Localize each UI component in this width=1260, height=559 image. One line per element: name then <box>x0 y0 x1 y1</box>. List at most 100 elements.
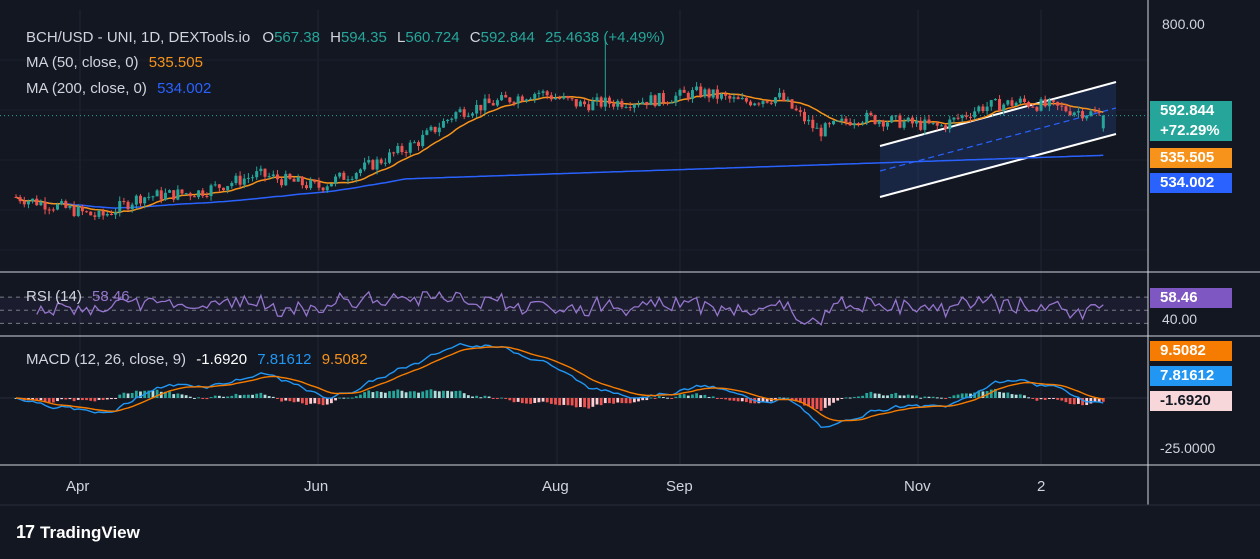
macd-histogram-bar <box>184 395 188 398</box>
candle-body <box>151 196 155 198</box>
ma50-value: 535.505 <box>148 54 203 71</box>
candle-body <box>358 169 362 174</box>
macd-histogram-bar <box>964 393 968 398</box>
candle-body <box>637 104 640 106</box>
macd-histogram-bar <box>691 394 694 398</box>
high-value: 594.35 <box>340 29 387 46</box>
macd-histogram-bar <box>666 397 669 399</box>
tradingview-brand[interactable]: 17 TradingView <box>16 522 140 543</box>
candle-body <box>454 112 458 119</box>
candle-body <box>595 97 599 102</box>
macd-histogram-bar <box>641 398 645 401</box>
macd-histogram-bar <box>1010 394 1014 398</box>
ma50-tag: 535.505 <box>1150 148 1232 168</box>
candle-body <box>329 183 333 187</box>
ma50-legend: MA (50, close, 0) 535.505 <box>26 54 203 72</box>
macd-histogram-bar <box>97 398 101 400</box>
macd-histogram-bar <box>574 398 578 408</box>
macd-histogram-bar <box>458 390 462 398</box>
candle-body <box>188 193 192 197</box>
candle-body <box>76 206 80 216</box>
candle-body <box>383 162 387 164</box>
macd-histogram-bar <box>479 397 483 399</box>
low-label: L <box>397 29 406 46</box>
macd-histogram-bar <box>354 396 358 398</box>
macd-histogram-bar <box>948 396 952 398</box>
macd-line-value: 7.81612 <box>257 351 312 368</box>
candle-body <box>495 100 499 106</box>
macd-histogram-bar <box>176 393 180 398</box>
candle-body <box>114 212 118 215</box>
candle-body <box>740 97 744 100</box>
macd-histogram-bar <box>413 391 416 398</box>
candle-body <box>22 201 26 205</box>
macd-histogram-bar <box>774 398 777 400</box>
macd-histogram-bar <box>300 398 304 404</box>
candle-body <box>205 195 209 197</box>
candle-body <box>744 97 748 102</box>
macd-histogram-bar <box>545 398 549 403</box>
macd-histogram-bar <box>1031 398 1035 399</box>
candle-body <box>574 99 578 107</box>
tradingview-name: TradingView <box>40 522 140 542</box>
macd-histogram-bar <box>566 398 570 406</box>
candle-body <box>798 110 802 112</box>
macd-histogram-bar <box>267 396 271 398</box>
macd-histogram-bar <box>960 393 964 398</box>
macd-histogram-bar <box>1077 398 1080 404</box>
macd-histogram-bar <box>707 396 711 398</box>
macd-histogram-bar <box>122 392 126 398</box>
macd-histogram-bar <box>496 398 499 399</box>
candle-body <box>807 119 811 122</box>
macd-histogram-bar <box>442 390 445 398</box>
candle-body <box>989 100 993 107</box>
macd-histogram-bar <box>172 394 176 398</box>
macd-histogram-bar <box>745 398 748 403</box>
candle-body <box>898 115 902 128</box>
macd-histogram-bar <box>504 398 508 399</box>
candle-body <box>520 96 524 102</box>
candle-body <box>657 93 661 107</box>
candle-body <box>923 119 927 130</box>
candle-body <box>317 182 321 188</box>
macd-histogram-bar <box>815 398 819 410</box>
macd-histogram-bar <box>51 398 55 403</box>
macd-histogram-bar <box>973 392 977 398</box>
candle-body <box>765 101 769 103</box>
macd-histogram-bar <box>39 398 43 401</box>
macd-histogram-bar <box>1047 398 1051 400</box>
candle-body <box>487 98 491 104</box>
candle-body <box>973 111 977 118</box>
candle-body <box>325 186 329 191</box>
candle-body <box>632 104 636 108</box>
macd-histogram-bar <box>533 398 537 403</box>
candle-body <box>624 106 628 108</box>
macd-histogram-bar <box>346 397 350 399</box>
candle-body <box>471 113 474 116</box>
candle-body <box>421 134 425 146</box>
candle-body <box>964 115 968 117</box>
candle-body <box>894 115 898 117</box>
macd-histogram-bar <box>35 398 39 401</box>
macd-histogram-bar <box>583 398 586 408</box>
macd-histogram-bar <box>554 398 557 405</box>
macd-histogram-bar <box>105 398 109 400</box>
candle-body <box>483 98 487 111</box>
candle-body <box>31 198 35 201</box>
candle-body <box>757 103 761 105</box>
macd-histogram-bar <box>446 390 449 398</box>
macd-histogram-bar <box>388 391 391 398</box>
candle-body <box>105 213 109 216</box>
ma200-path <box>15 154 1104 209</box>
macd-histogram-bar <box>599 398 603 406</box>
macd-histogram-bar <box>977 390 981 398</box>
macd-histogram-bar <box>512 398 516 403</box>
candle-body <box>790 99 794 109</box>
macd-histogram-bar <box>944 398 947 399</box>
candle-body <box>296 176 300 182</box>
macd-histogram-bar <box>703 394 707 398</box>
macd-histogram-bar <box>612 398 615 404</box>
candle-body <box>769 102 773 104</box>
candle-body <box>80 206 84 212</box>
